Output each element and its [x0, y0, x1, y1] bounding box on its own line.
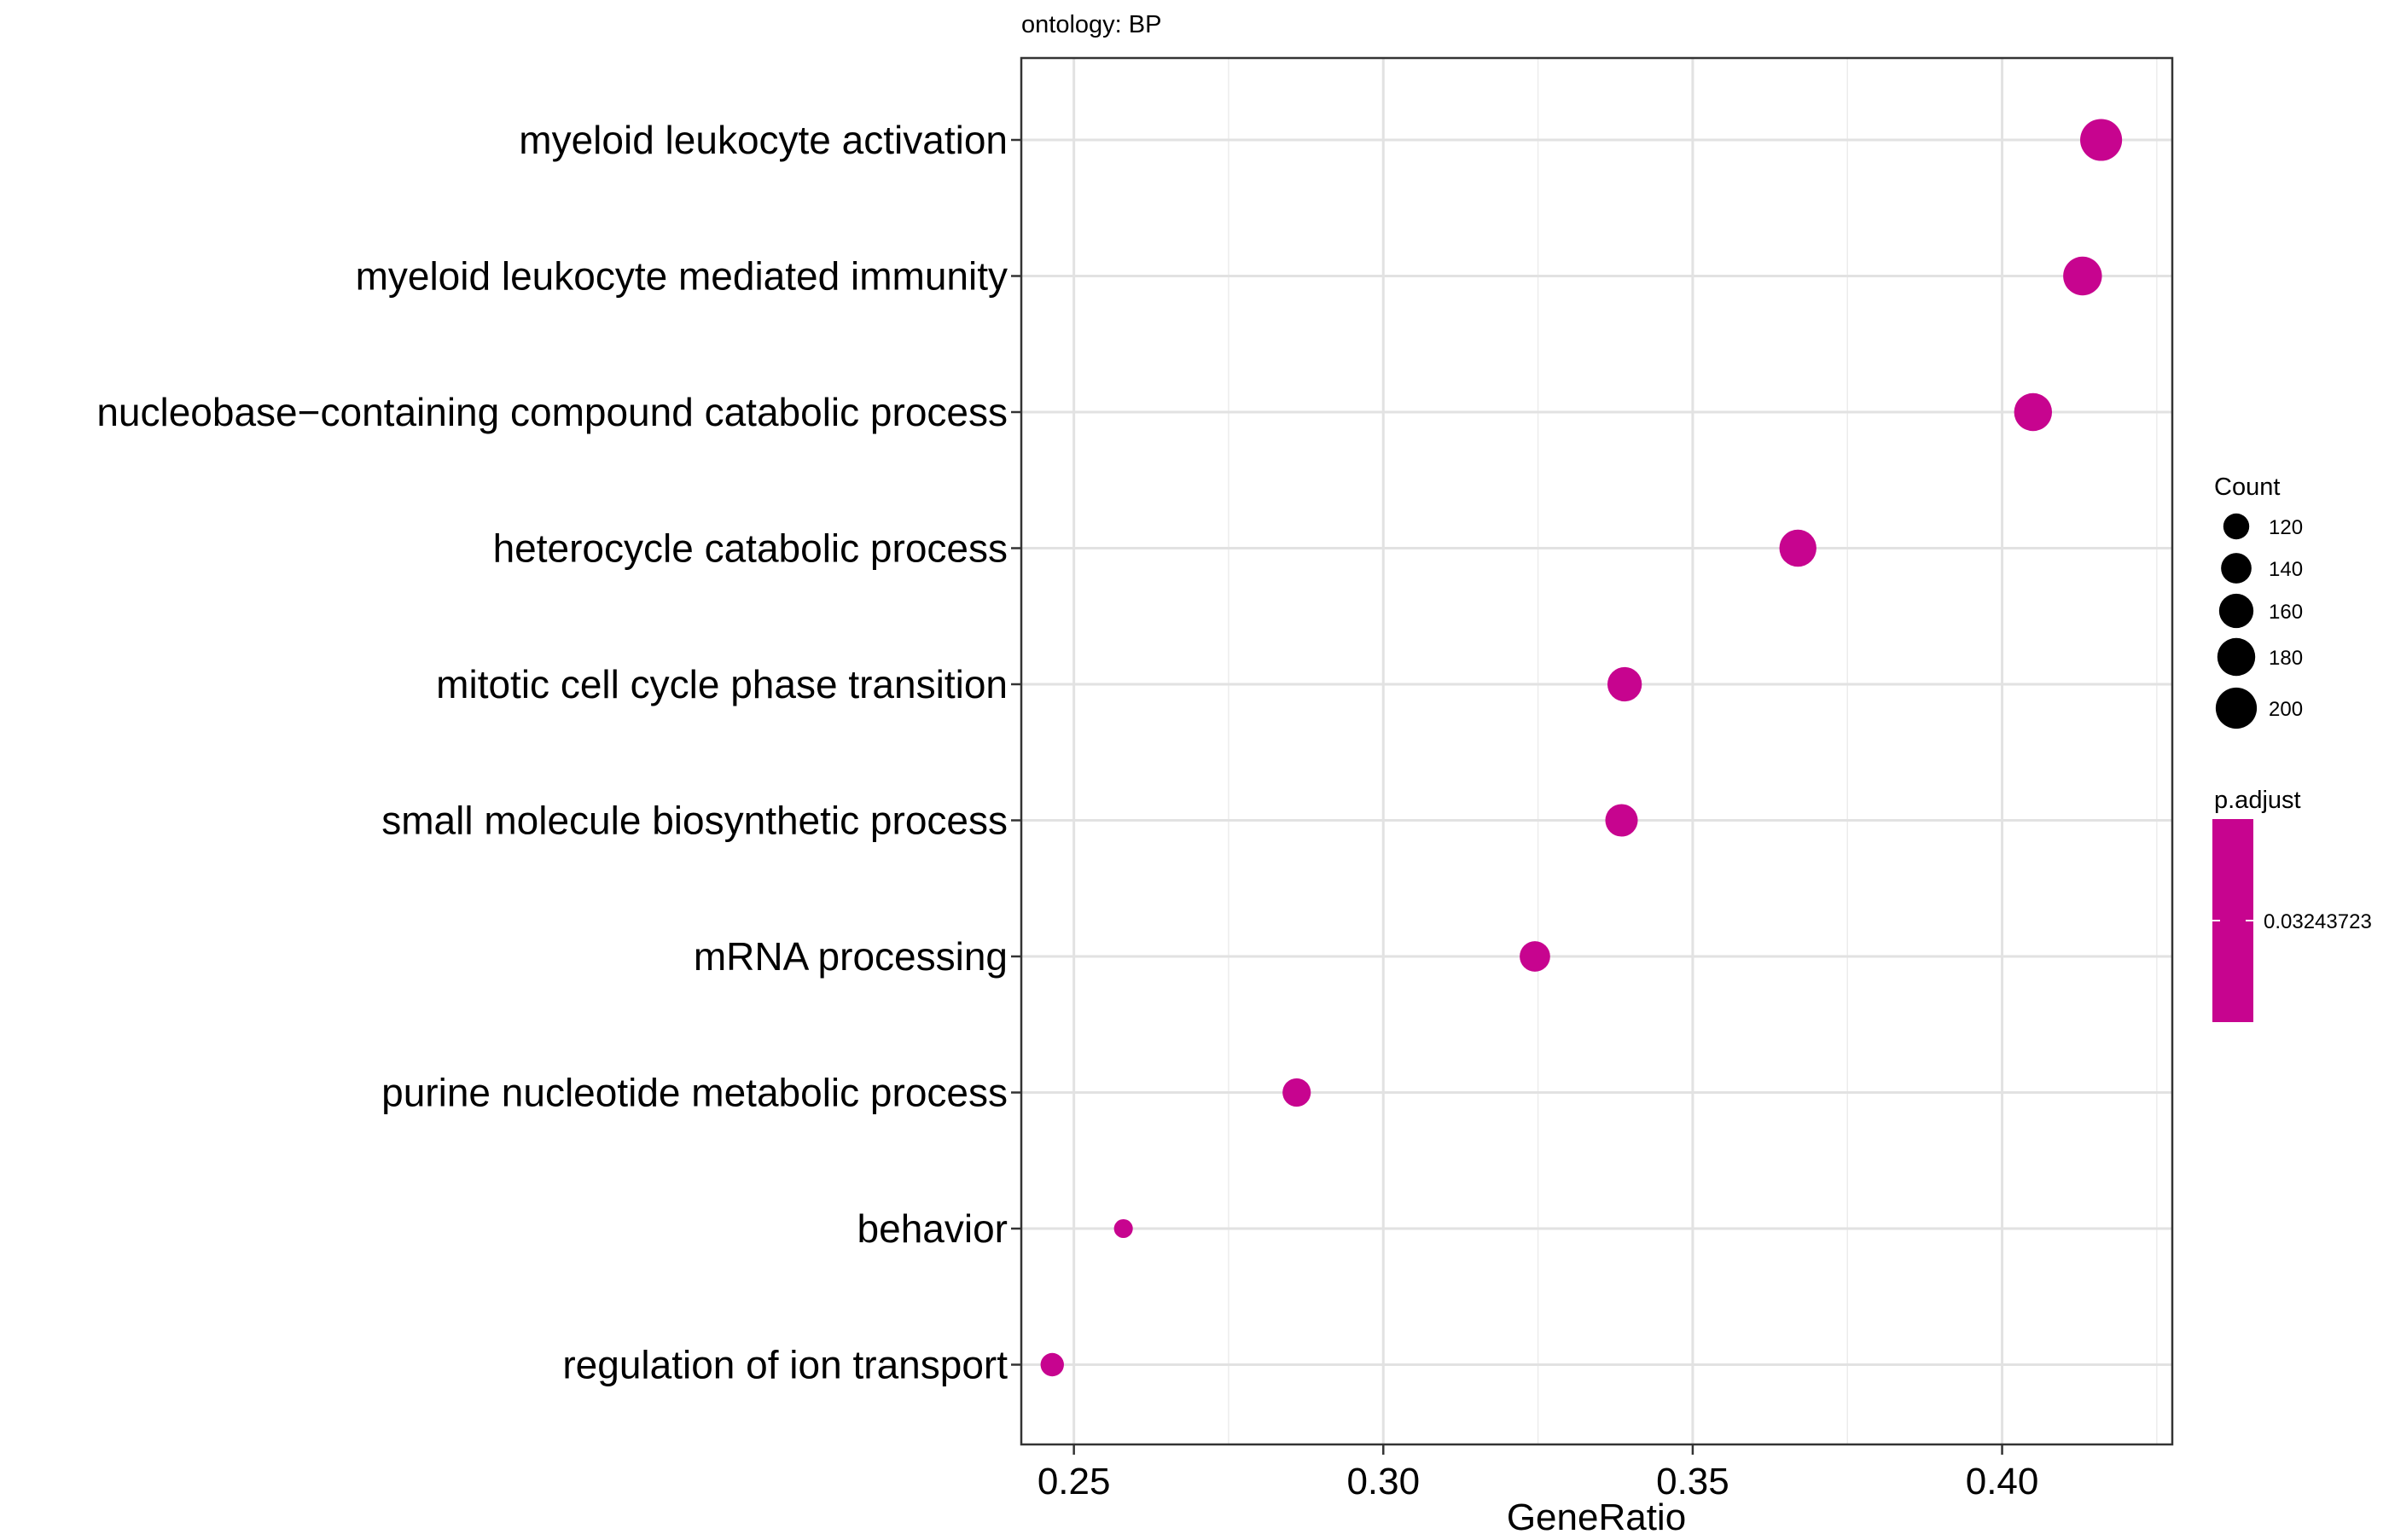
y-tick-label: purine nucleotide metabolic process	[381, 1071, 1008, 1115]
count-legend-label: 200	[2269, 698, 2303, 721]
data-point	[1113, 1218, 1133, 1239]
data-point	[1607, 666, 1642, 702]
y-tick-label: mRNA processing	[694, 934, 1008, 979]
y-tick-label: myeloid leukocyte mediated immunity	[356, 254, 1008, 299]
x-axis-title: GeneRatio	[1507, 1496, 1686, 1536]
y-tick-label: myeloid leukocyte activation	[519, 118, 1008, 162]
data-point	[2080, 119, 2123, 161]
data-point	[1282, 1078, 1311, 1107]
count-legend: Count 120 140 160 180 200	[2214, 474, 2303, 729]
y-tick-label: mitotic cell cycle phase transition	[436, 662, 1008, 706]
x-tick-label: 0.25	[1038, 1461, 1111, 1502]
y-axis: myeloid leukocyte activation myeloid leuk…	[96, 118, 1021, 1387]
count-legend-key	[2217, 637, 2256, 677]
data-point	[2063, 256, 2102, 296]
count-legend-label: 160	[2269, 601, 2303, 624]
y-tick-label: regulation of ion transport	[562, 1343, 1008, 1387]
p-adjust-legend-title: p.adjust	[2214, 787, 2301, 814]
count-legend-title: Count	[2214, 474, 2280, 501]
plot-frame	[1020, 56, 2174, 1446]
data-point	[1040, 1352, 1064, 1377]
count-legend-key	[2218, 593, 2254, 629]
x-tick-label: 0.35	[1656, 1461, 1729, 1502]
grid-layer	[1021, 58, 2172, 1444]
x-axis: 0.25 0.30 0.35 0.40	[1038, 1444, 2039, 1502]
count-legend-key	[2223, 513, 2250, 540]
y-tick-label: heterocycle catabolic process	[493, 526, 1008, 571]
data-point	[1520, 941, 1550, 972]
data-point	[2014, 392, 2053, 432]
count-legend-key	[2215, 687, 2258, 729]
data-point	[1779, 529, 1816, 567]
count-legend-key	[2221, 553, 2252, 584]
y-tick-label: nucleobase−containing compound catabolic…	[96, 390, 1008, 434]
count-legend-label: 120	[2269, 516, 2303, 539]
points-layer	[1040, 119, 2123, 1377]
x-tick-label: 0.40	[1966, 1461, 2039, 1502]
p-adjust-legend-label: 0.03243723	[2264, 910, 2372, 933]
chart-title: ontology: BP	[1021, 11, 1161, 38]
data-point	[1605, 804, 1638, 837]
y-tick-label: behavior	[857, 1206, 1008, 1251]
p-adjust-legend: p.adjust 0.03243723	[2212, 787, 2372, 1022]
y-tick-label: small molecule biosynthetic process	[381, 799, 1008, 843]
x-tick-label: 0.30	[1346, 1461, 1420, 1502]
count-legend-label: 180	[2269, 647, 2303, 670]
count-legend-label: 140	[2269, 558, 2303, 581]
